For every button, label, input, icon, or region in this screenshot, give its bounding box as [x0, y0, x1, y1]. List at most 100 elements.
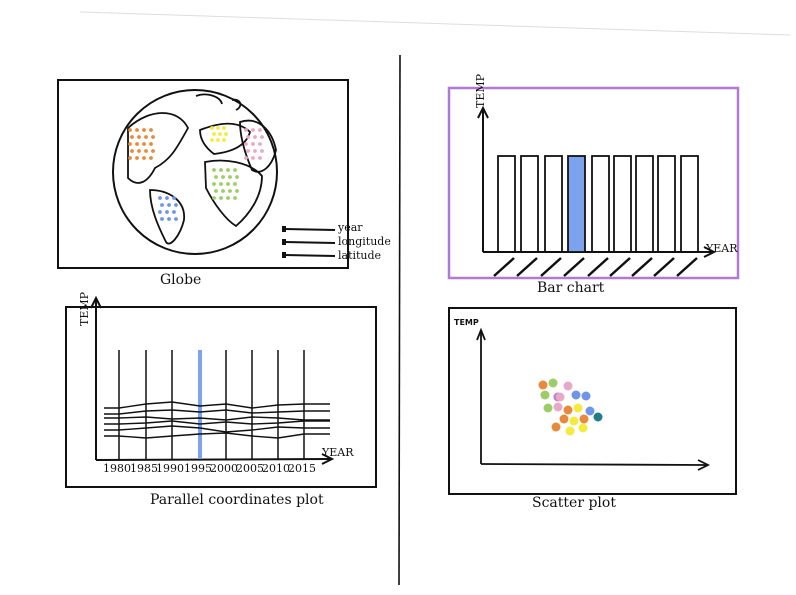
globe-outline	[112, 89, 278, 255]
globe-dot-orange	[128, 128, 132, 132]
africa-outline	[204, 159, 263, 228]
globe-dot-orange	[135, 128, 139, 132]
globe-dot-pink	[246, 135, 250, 139]
bar-tick-scribble	[493, 257, 515, 277]
globe-dot-pink	[258, 156, 262, 160]
globe-dot-green	[226, 196, 230, 200]
parallel-polyline	[104, 416, 330, 421]
bar	[497, 155, 516, 253]
globe-dot-blue	[172, 196, 176, 200]
bar-selection-frame	[447, 86, 740, 280]
globe-dot-pink	[246, 149, 250, 153]
bar-highlighted	[567, 155, 586, 253]
scatter-point	[559, 414, 569, 424]
parallel-tick-label: 1980	[103, 462, 131, 475]
globe-dot-yellow	[224, 132, 228, 136]
center-divider	[398, 54, 401, 586]
bar	[635, 155, 654, 253]
globe-dot-orange	[149, 156, 153, 160]
bar-y-label: TEMP	[474, 73, 487, 108]
parallel-x-label: YEAR	[322, 446, 354, 459]
globe-frame	[57, 79, 349, 269]
scatter-point	[551, 422, 561, 432]
globe-dot-green	[219, 168, 223, 172]
bar-caption: Bar chart	[537, 280, 605, 296]
bar-tick-scribble	[676, 257, 698, 277]
scatter-y-label: TEMP	[454, 318, 479, 327]
legend-longitude: longitude	[338, 235, 391, 248]
parallel-tick-label: 2015	[288, 462, 316, 475]
scatter-point	[569, 416, 579, 426]
globe-dot-yellow	[212, 132, 216, 136]
bar	[591, 155, 610, 253]
scatter-point	[578, 423, 588, 433]
globe-dot-green	[221, 189, 225, 193]
parallel-y-arrow	[90, 295, 102, 309]
asia-outline	[239, 119, 277, 173]
globe-dot-blue	[158, 196, 162, 200]
scatter-x-arrow	[697, 459, 711, 471]
bar-marks	[497, 155, 699, 253]
bar-x-arrow	[703, 246, 717, 258]
parallel-polyline	[104, 420, 330, 425]
scatter-point	[571, 390, 581, 400]
globe-dot-pink	[258, 128, 262, 132]
globe-dot-orange	[137, 135, 141, 139]
parallel-frame	[65, 306, 377, 488]
globe-dot-pink	[260, 135, 264, 139]
globe-dot-pink	[253, 135, 257, 139]
globe-dot-yellow	[210, 126, 214, 130]
globe-dot-green	[233, 182, 237, 186]
globe-dot-pink	[251, 142, 255, 146]
parallel-polylines	[104, 401, 330, 439]
parallel-polyline	[104, 425, 330, 433]
globe-dot-orange	[144, 149, 148, 153]
parallel-tick-label: 2000	[210, 462, 238, 475]
globe-dot-green	[226, 182, 230, 186]
globe-dot-yellow	[216, 126, 220, 130]
globe-caption: Globe	[160, 272, 202, 288]
globe-dot-pink	[253, 149, 257, 153]
scatter-point	[573, 403, 583, 413]
arctic-outline	[195, 93, 242, 111]
parallel-caption: Parallel coordinates plot	[150, 492, 324, 508]
globe-dot-green	[219, 182, 223, 186]
globe-dot-green	[228, 175, 232, 179]
globe-dot-orange	[142, 142, 146, 146]
globe-dot-green	[235, 175, 239, 179]
scatter-point	[543, 403, 553, 413]
globe-dot-green	[212, 196, 216, 200]
globe-dot-blue	[172, 210, 176, 214]
globe-panel	[57, 79, 349, 269]
bar	[520, 155, 539, 253]
parallel-tick-label: 1990	[156, 462, 184, 475]
bar-tick-scribble	[653, 257, 675, 277]
globe-dot-orange	[151, 149, 155, 153]
globe-dot-orange	[149, 142, 153, 146]
globe-dot-orange	[142, 128, 146, 132]
bar-tick-scribble	[609, 257, 631, 277]
globe-dot-yellow	[216, 138, 220, 142]
scatter-point	[553, 402, 563, 412]
scatter-point	[593, 412, 603, 422]
scatter-point	[585, 406, 595, 416]
parallel-tick-label: 2010	[262, 462, 290, 475]
scatter-x-axis	[480, 463, 707, 466]
scatter-point	[540, 390, 550, 400]
globe-dot-green	[214, 189, 218, 193]
parallel-x-arrow	[321, 453, 335, 465]
globe-dot-blue	[165, 196, 169, 200]
scatter-point	[579, 414, 589, 424]
bar-tick-scribbles	[493, 257, 698, 277]
bar-y-arrow	[477, 105, 489, 119]
globe-dot-blue	[165, 210, 169, 214]
scatter-point	[563, 381, 573, 391]
globe-dot-orange	[135, 156, 139, 160]
globe-dot-yellow	[210, 138, 214, 142]
parallel-polyline	[104, 432, 330, 439]
globe-data-dots	[128, 126, 264, 221]
parallel-x-axis	[95, 458, 331, 461]
globe-dot-orange	[135, 142, 139, 146]
scatter-caption: Scatter plot	[532, 495, 616, 511]
europe-outline	[199, 122, 252, 155]
